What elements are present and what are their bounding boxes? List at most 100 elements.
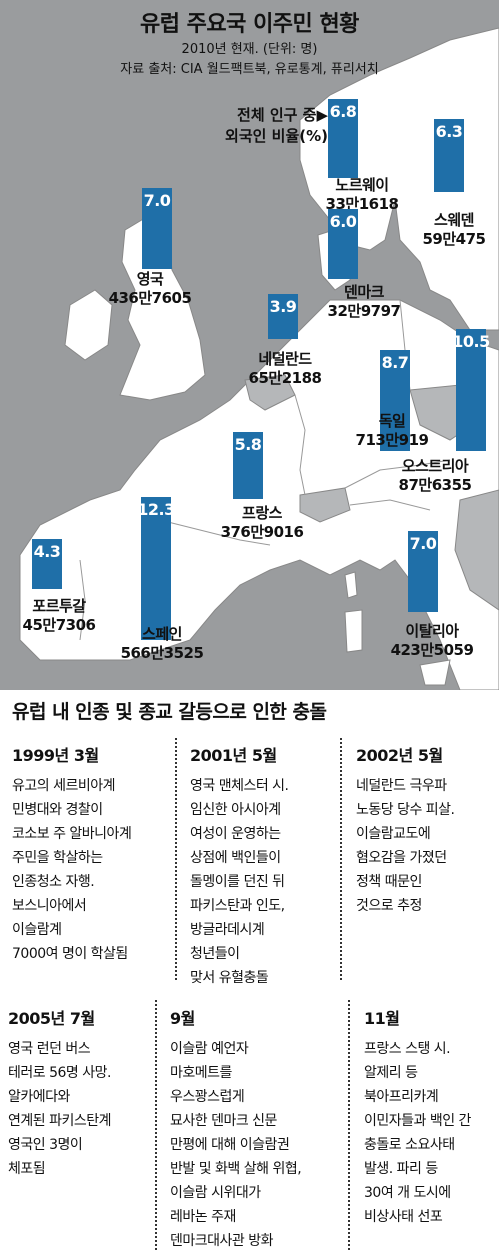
immigrant-count: 32만9797 [327, 302, 401, 320]
event-line: 만평에 대해 이슬람권 [170, 1137, 290, 1153]
immigrant-count: 59만475 [422, 230, 487, 248]
event-item: 11월 프랑스 스탱 시. 알제리 등 북아프리카계 이민자들과 백인 간 충돌로 소요사… [364, 1005, 471, 1229]
country-name: 영국 [136, 270, 164, 288]
map-land-sardinia [344, 609, 363, 653]
country-label: 이탈리아 423만5059 [372, 622, 492, 660]
chart-subtitle: 2010년 현재. (단위: 명) [181, 42, 318, 57]
bar-value-label: 4.3 [33, 542, 61, 561]
event-line: 맞서 유혈충돌 [190, 970, 269, 986]
map-land-ireland [64, 289, 113, 361]
country-name: 오스트리아 [401, 457, 469, 475]
event-date: 2002년 5월 [356, 746, 443, 765]
event-date: 2001년 5월 [190, 746, 277, 765]
event-line: 이슬람교도에 [356, 826, 431, 842]
event-line: 주민을 학살하는 [12, 850, 103, 866]
event-line: 정책 때문인 [356, 874, 422, 890]
bar-3 [328, 209, 358, 279]
event-line: 덴마크대사관 방화 [170, 1233, 274, 1249]
event-line: 돌멩이를 던진 뒤 [190, 874, 285, 890]
event-line: 묘사한 덴마크 신문 [170, 1113, 277, 1129]
event-item: 9월 이슬람 예언자 마호메트를 우스꽝스럽게 묘사한 덴마크 신문 만평에 대해 이슬람… [170, 1005, 302, 1253]
event-line: 이슬람계 [12, 922, 62, 938]
event-line: 코소보 주 알바니아계 [12, 826, 132, 842]
event-description: 유고의 세르비아계 민병대와 경찰이 코소보 주 알바니아계 주민을 학살하는 인종청소… [12, 774, 132, 966]
event-line: 영국인 3명이 [8, 1137, 83, 1153]
country-label: 노르웨이 33만1618 [307, 176, 417, 214]
divider [155, 1000, 157, 1250]
bar-value-label: 3.9 [269, 297, 297, 316]
event-line: 노동당 당수 피살. [356, 802, 455, 818]
bar-value-label: 6.0 [329, 212, 357, 231]
country-name: 노르웨이 [335, 176, 389, 194]
bar-value-label: 7.0 [143, 191, 171, 210]
country-label: 프랑스 376만9016 [202, 504, 322, 542]
bar-value-label: 7.0 [409, 534, 437, 553]
event-item: 2002년 5월 네덜란드 극우파 노동당 당수 피살. 이슬람교도에 혐오감을 가졌던… [356, 742, 455, 918]
event-line: 민병대와 경찰이 [12, 802, 103, 818]
event-line: 이민자들과 백인 간 [364, 1113, 471, 1129]
legend-line-2: 외국인 비율(%) [225, 127, 328, 145]
bar-value-label: 10.5 [452, 332, 490, 351]
bar-value-label: 5.8 [234, 435, 262, 454]
event-line: 레바논 주재 [170, 1209, 236, 1225]
country-name: 네덜란드 [258, 350, 312, 368]
event-item: 1999년 3월 유고의 세르비아계 민병대와 경찰이 코소보 주 알바니아계 주민을 … [12, 742, 132, 966]
event-line: 알카에다와 [8, 1089, 70, 1105]
map-border-france-spain [159, 519, 271, 546]
country-label: 네덜란드 65만2188 [230, 350, 340, 388]
immigrant-count: 87만6355 [398, 476, 472, 494]
bar-5 [380, 350, 410, 451]
event-date: 11월 [364, 1009, 400, 1028]
bar-8 [141, 497, 171, 640]
events-title: 유럽 내 인종 및 종교 갈등으로 인한 충돌 [12, 701, 327, 723]
country-label: 포르투갈 45만7306 [4, 597, 114, 635]
event-description: 영국 런던 버스 테러로 56명 사망. 알카에다와 연계된 파키스탄계 영국인 3명이… [8, 1037, 112, 1181]
bar-7 [233, 432, 263, 499]
legend: 전체 인구 중▶ 외국인 비율(%) [196, 105, 328, 147]
bar-value-label: 8.7 [381, 353, 409, 372]
event-line: 영국 맨체스터 시. [190, 778, 289, 794]
map-border-portugal-spain [79, 559, 86, 641]
bar-1 [434, 119, 464, 192]
bar-value-label: 6.8 [329, 102, 357, 121]
event-item: 2005년 7월 영국 런던 버스 테러로 56명 사망. 알카에다와 연계된 파키스탄… [8, 1005, 112, 1181]
map-land-belgium [244, 374, 296, 411]
event-line: 발생. 파리 등 [364, 1161, 438, 1177]
map-land-switzerland [299, 487, 351, 523]
event-line: 혐오감을 가졌던 [356, 850, 447, 866]
bar-2 [142, 188, 172, 269]
event-date: 2005년 7월 [8, 1009, 95, 1028]
divider [340, 738, 342, 980]
event-line: 테러로 56명 사망. [8, 1065, 111, 1081]
event-line: 영국 런던 버스 [8, 1041, 91, 1057]
bar-10 [32, 539, 62, 589]
country-name: 스웨덴 [434, 211, 474, 229]
country-name: 이탈리아 [405, 622, 459, 640]
map-land-balkans [454, 489, 499, 611]
event-line: 이슬람 예언자 [170, 1041, 249, 1057]
event-line: 유고의 세르비아계 [12, 778, 116, 794]
event-line: 상점에 백인들이 [190, 850, 281, 866]
immigrant-count: 436만7605 [108, 289, 192, 307]
country-label: 덴마크 32만9797 [309, 283, 419, 321]
country-name: 독일 [378, 412, 406, 430]
immigrant-count: 423만5059 [390, 641, 474, 659]
map-section: 유럽 주요국 이주민 현황 2010년 현재. (단위: 명) 자료 출처: C… [0, 0, 499, 690]
map-border-germany-austria [344, 459, 451, 489]
chart-source: 자료 출처: CIA 월드팩트북, 유로통계, 퓨리서치 [120, 62, 379, 77]
immigrant-count: 566만3525 [120, 644, 204, 662]
event-line: 청년들이 [190, 946, 240, 962]
country-name: 포르투갈 [32, 597, 86, 615]
event-line: 것으로 추정 [356, 898, 422, 914]
legend-line-1: 전체 인구 중▶ [237, 106, 328, 124]
event-line: 북아프리카계 [364, 1089, 439, 1105]
event-line: 30여 개 도시에 [364, 1185, 451, 1201]
event-line: 프랑스 스탱 시. [364, 1041, 451, 1057]
bar-value-label: 6.3 [435, 122, 463, 141]
event-date: 9월 [170, 1009, 195, 1028]
event-item: 2001년 5월 영국 맨체스터 시. 임신한 아시아계 여성이 운영하는 상점에 백인… [190, 742, 289, 990]
country-label: 스페인 566만3525 [97, 625, 227, 663]
event-line: 반발 및 화백 살해 위협, [170, 1161, 302, 1177]
map-land-corsica [344, 571, 358, 599]
